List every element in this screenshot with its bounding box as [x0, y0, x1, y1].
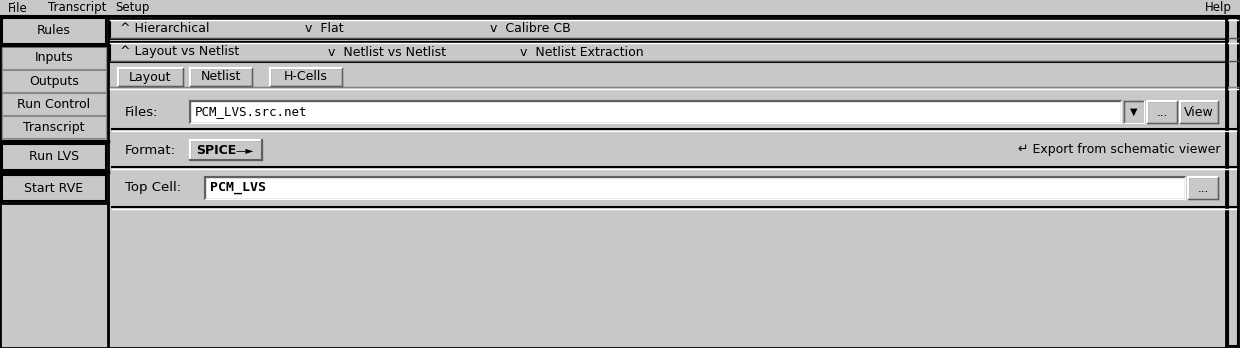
Bar [2, 70, 105, 92]
Text: v  Flat: v Flat [305, 23, 343, 35]
Bar [2, 175, 105, 201]
Bar [205, 177, 1185, 199]
Text: ...: ... [1198, 182, 1209, 195]
Text: View: View [1184, 105, 1214, 119]
Bar [1147, 101, 1177, 123]
Text: v  Netlist vs Netlist: v Netlist vs Netlist [329, 46, 446, 58]
Text: PCM_LVS.src.net: PCM_LVS.src.net [195, 105, 308, 119]
Bar [270, 68, 342, 86]
Bar [190, 140, 262, 160]
Bar [110, 42, 1238, 62]
Bar [118, 68, 184, 86]
Text: Rules: Rules [37, 24, 71, 38]
Bar [2, 18, 105, 44]
Bar [2, 116, 105, 138]
Bar [110, 19, 1238, 39]
Text: Outputs: Outputs [29, 74, 79, 87]
Bar [190, 68, 252, 86]
Text: Run LVS: Run LVS [29, 150, 79, 164]
Text: Transcript: Transcript [48, 1, 107, 15]
Text: —►: —► [236, 145, 254, 155]
Bar [1180, 101, 1218, 123]
Bar [2, 93, 105, 115]
Text: ...: ... [1157, 105, 1168, 119]
Text: Format:: Format: [125, 143, 176, 157]
Text: Netlist: Netlist [201, 71, 242, 84]
Bar [0, 0, 1240, 16]
Bar [1123, 101, 1145, 123]
Text: Top Cell:: Top Cell: [125, 182, 181, 195]
Text: Inputs: Inputs [35, 52, 73, 64]
Text: ^ Layout vs Netlist: ^ Layout vs Netlist [120, 46, 239, 58]
Text: File: File [7, 1, 27, 15]
Bar [1188, 177, 1218, 199]
Text: v  Netlist Extraction: v Netlist Extraction [520, 46, 644, 58]
Text: ↵ Export from schematic viewer: ↵ Export from schematic viewer [1018, 143, 1220, 157]
Bar [2, 144, 105, 170]
Text: Help: Help [1205, 1, 1233, 15]
Bar [1228, 18, 1238, 346]
Text: Start RVE: Start RVE [25, 182, 83, 195]
Text: Setup: Setup [115, 1, 149, 15]
Text: ▼: ▼ [1130, 107, 1138, 117]
Text: Files:: Files: [125, 105, 159, 119]
Text: SPICE: SPICE [196, 143, 237, 157]
Text: ^ Hierarchical: ^ Hierarchical [120, 23, 210, 35]
Bar [2, 47, 105, 69]
Text: H-Cells: H-Cells [284, 71, 327, 84]
Text: Transcript: Transcript [24, 120, 84, 134]
Text: Run Control: Run Control [17, 97, 91, 111]
Text: Layout: Layout [129, 71, 172, 84]
Bar [190, 101, 1121, 123]
Text: PCM_LVS: PCM_LVS [210, 182, 267, 195]
Text: v  Calibre CB: v Calibre CB [490, 23, 570, 35]
